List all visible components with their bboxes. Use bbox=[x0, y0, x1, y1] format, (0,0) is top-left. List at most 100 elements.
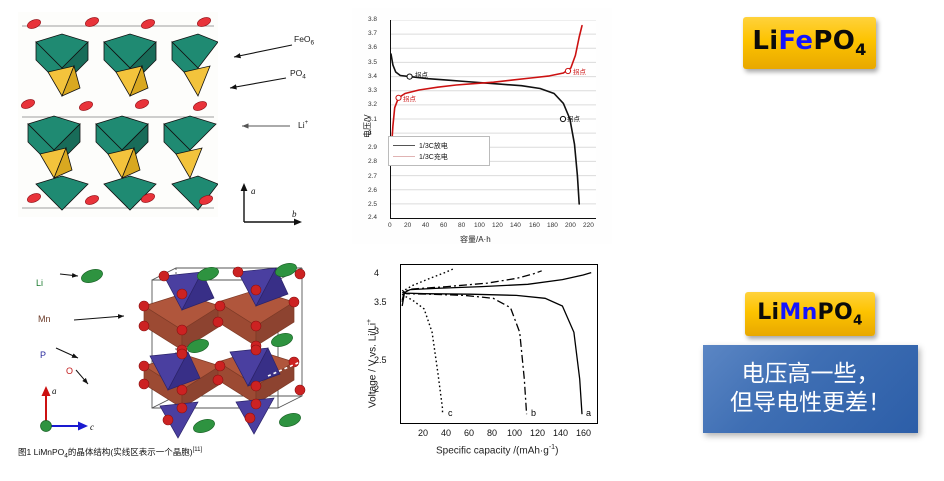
formula-mn-subscript: 4 bbox=[852, 312, 863, 329]
limnpo4-callout-box: LiMnPO4 bbox=[745, 292, 875, 336]
svg-text:c: c bbox=[90, 422, 94, 432]
ytick-3.8: 3.8 bbox=[368, 16, 378, 23]
xtick-0: 0 bbox=[388, 222, 392, 229]
formula-highlight: Fe bbox=[778, 26, 814, 57]
xtick-200: 200 bbox=[565, 222, 576, 229]
svg-text:a: a bbox=[251, 186, 256, 196]
note-line-1: 电压高一些， bbox=[741, 360, 880, 387]
xtick-bot-80: 80 bbox=[487, 428, 498, 438]
ytick-3.3: 3.3 bbox=[368, 87, 378, 94]
legend-label-discharge: 1/3C放电 bbox=[419, 142, 448, 150]
ytick-3.5: 3.5 bbox=[368, 59, 378, 66]
limnpo4-structure-image bbox=[32, 258, 332, 443]
chart-top-svg bbox=[391, 20, 596, 205]
chart-top-legend: 1/3C放电 1/3C充电 bbox=[388, 136, 490, 166]
svg-text:b: b bbox=[292, 209, 297, 219]
ytick-2.4: 2.4 bbox=[368, 214, 378, 221]
xtick-bot-40: 40 bbox=[441, 428, 452, 438]
formula-suffix: PO bbox=[813, 26, 856, 57]
legend-swatch-discharge bbox=[393, 144, 415, 147]
ytick-2.8: 2.8 bbox=[368, 158, 378, 165]
label-li-atom: Li bbox=[36, 278, 44, 288]
ytick-3.7: 3.7 bbox=[368, 30, 378, 37]
annotation-inflection-4: 拐点 bbox=[567, 116, 580, 123]
figure-caption: 图1 LiMnPO4的晶体结构(实线区表示一个晶胞)[11] bbox=[18, 446, 202, 460]
ytick-2.9: 2.9 bbox=[368, 144, 378, 151]
xtick-140: 140 bbox=[510, 222, 521, 229]
xtick-100: 100 bbox=[474, 222, 485, 229]
limnpo4-structure-figure: Li Mn P O a c 图1 LiMnPO4的晶体结构(实线区表示一个晶胞)… bbox=[18, 258, 348, 473]
ytick-3.4: 3.4 bbox=[368, 73, 378, 80]
ytick-bot-4.0: 4 bbox=[374, 268, 380, 278]
legend-swatch-charge bbox=[393, 155, 415, 158]
ytick-3.6: 3.6 bbox=[368, 44, 378, 51]
formula-mn-highlight: Mn bbox=[779, 299, 818, 325]
xtick-bot-140: 140 bbox=[553, 428, 569, 438]
ytick-bot-2.0: 2 bbox=[374, 384, 380, 394]
lifepo4-structure-figure: FeO6FeO6 PO4 Li+ a b bbox=[18, 12, 338, 227]
formula-subscript: 4 bbox=[855, 40, 867, 60]
chart-bottom-yaxis-title: Voltage / V vs. Li/Li+ bbox=[366, 319, 378, 408]
caption-main: 图1 LiMnPO bbox=[18, 447, 65, 457]
legend-item-charge: 1/3C充电 bbox=[393, 151, 485, 162]
legend-item-discharge: 1/3C放电 bbox=[393, 140, 485, 151]
legend-label-charge: 1/3C充电 bbox=[419, 153, 448, 161]
limnpo4-note-box: 电压高一些， 但导电性更差！ bbox=[703, 345, 918, 433]
ytick-3.0: 3 bbox=[368, 130, 372, 137]
formula-prefix: Li bbox=[752, 26, 779, 57]
lifepo4-callout-arrows bbox=[229, 44, 293, 129]
annotation-inflection-1: 拐点 bbox=[415, 72, 428, 79]
lifepo4-formula: LiFePO4 bbox=[752, 26, 866, 59]
yaxis-title-sup: + bbox=[366, 318, 373, 323]
chart-bottom-xaxis-title: Specific capacity /(mAh·g-1) bbox=[436, 444, 558, 456]
formula-mn-suffix: PO bbox=[817, 299, 853, 325]
xaxis-title-main: Specific capacity /(mAh·g bbox=[436, 445, 549, 457]
xaxis-title-sup: -1 bbox=[548, 444, 556, 451]
xtick-bot-160: 160 bbox=[576, 428, 592, 438]
xtick-bot-60: 60 bbox=[464, 428, 475, 438]
ytick-3.1: 3.1 bbox=[368, 116, 378, 123]
limnpo4-axis-indicator: a c bbox=[40, 386, 94, 432]
lifepo4-callout-box: LiFePO4 bbox=[743, 17, 876, 69]
xtick-60: 60 bbox=[440, 222, 448, 229]
caption-rest: 的晶体结构(实线区表示一个晶胞) bbox=[67, 447, 193, 457]
chart-bottom-svg bbox=[401, 268, 592, 415]
ytick-bot-3.5: 3.5 bbox=[374, 297, 387, 307]
caption-sub: 4 bbox=[64, 452, 68, 460]
xtick-bot-20: 20 bbox=[418, 428, 429, 438]
chart-top-plot-area: 拐点 拐点 拐点 拐点 bbox=[390, 20, 596, 219]
curve-label-b: b bbox=[531, 408, 537, 418]
annotation-inflection-2: 拐点 bbox=[403, 96, 416, 103]
label-mn-atom: Mn bbox=[38, 314, 51, 324]
lifepo4-axis-indicator: a b bbox=[240, 183, 302, 226]
ytick-bot-3.0: 3 bbox=[374, 326, 380, 336]
annotation-inflection-3: 拐点 bbox=[573, 69, 586, 76]
label-feo6: FeO6FeO6 bbox=[294, 34, 315, 47]
label-o-atom: O bbox=[66, 366, 74, 376]
limnpo4-polyhedra-svg bbox=[32, 258, 332, 443]
ytick-2.5: 2.5 bbox=[368, 201, 378, 208]
label-li-ion: Li+ bbox=[298, 120, 309, 130]
caption-ref: [11] bbox=[192, 447, 203, 454]
xtick-bot-100: 100 bbox=[507, 428, 523, 438]
xtick-160: 160 bbox=[529, 222, 540, 229]
chart-bottom-plot-area bbox=[400, 264, 598, 424]
xtick-20: 20 bbox=[404, 222, 412, 229]
curve-label-c: c bbox=[448, 408, 453, 418]
ytick-3.2: 3.2 bbox=[368, 101, 378, 108]
xaxis-title-tail: ) bbox=[555, 445, 559, 457]
ytick-2.6: 2.6 bbox=[368, 187, 378, 194]
xtick-180: 180 bbox=[547, 222, 558, 229]
limnpo4-formula: LiMnPO4 bbox=[757, 300, 863, 328]
xtick-220: 220 bbox=[583, 222, 594, 229]
curve-label-a: a bbox=[586, 408, 592, 418]
xtick-40: 40 bbox=[422, 222, 430, 229]
lifepo4-structure-image bbox=[18, 12, 218, 217]
ytick-2.7: 2.7 bbox=[368, 173, 378, 180]
lifepo4-polyhedra-svg bbox=[18, 12, 218, 217]
charge-discharge-chart: 拐点 拐点 拐点 拐点 3.8 3.7 3.6 3.5 3.4 3.3 3.2 … bbox=[352, 8, 612, 244]
ytick-bot-2.5: 2.5 bbox=[374, 355, 387, 365]
formula-mn-prefix: Li bbox=[757, 299, 780, 325]
xtick-bot-120: 120 bbox=[530, 428, 546, 438]
xtick-120: 120 bbox=[492, 222, 503, 229]
